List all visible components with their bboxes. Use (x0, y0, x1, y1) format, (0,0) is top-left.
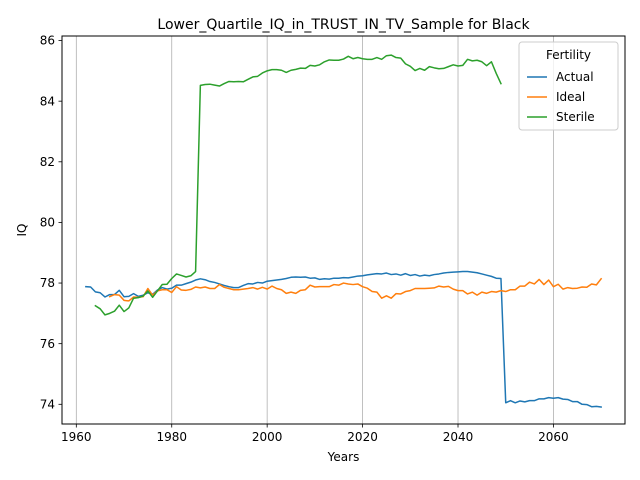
x-tick-label: 2020 (347, 430, 378, 444)
plot-frame (61, 35, 626, 425)
y-axis-label: IQ (15, 224, 29, 237)
legend-box (518, 41, 619, 131)
x-axis-ticks: 1960 1980 2000 2020 2040 2060 (61, 424, 569, 444)
chart-title: Lower_Quartile_IQ_in_TRUST_IN_TV_Sample … (157, 17, 530, 33)
legend-label-ideal: Ideal (556, 90, 585, 104)
x-tick-label: 2000 (252, 430, 283, 444)
legend-title: Fertility (546, 48, 591, 62)
legend: Fertility Actual Ideal Sterile (518, 41, 619, 131)
x-tick-label: 1960 (61, 430, 92, 444)
x-tick-label: 1980 (156, 430, 187, 444)
series-lines (85, 54, 603, 408)
y-tick-label: 74 (40, 397, 55, 411)
x-tick-label: 2040 (443, 430, 474, 444)
legend-label-sterile: Sterile (556, 110, 595, 124)
x-tick-label: 2060 (538, 430, 569, 444)
y-tick-label: 80 (40, 216, 55, 230)
y-axis-ticks: 74 76 78 80 82 84 86 (40, 34, 62, 411)
legend-label-actual: Actual (556, 70, 594, 84)
series-line-actual (85, 270, 602, 408)
y-tick-label: 78 (40, 276, 55, 290)
legend-items: Actual Ideal Sterile (527, 70, 595, 124)
series-line-sterile (94, 54, 502, 316)
y-tick-label: 86 (40, 34, 55, 48)
y-tick-label: 76 (40, 337, 55, 351)
y-tick-label: 82 (40, 155, 55, 169)
x-axis-label: Years (327, 450, 360, 464)
grid (75, 36, 554, 424)
series-line-ideal (108, 277, 603, 302)
y-tick-label: 84 (40, 94, 55, 108)
